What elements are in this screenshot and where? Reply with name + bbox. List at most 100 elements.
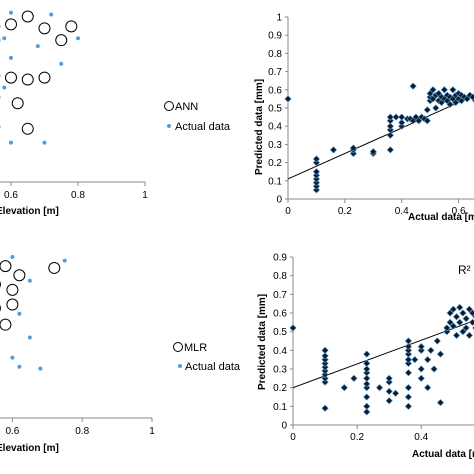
mlr-regression-point [321, 404, 329, 412]
mlr-regression-x-ticks: 0 0.2 0.4 [290, 425, 429, 443]
mlr-regression-point [465, 305, 473, 313]
ann-regression-y-tick-label: 0.6 [268, 85, 282, 96]
mlr-regression-point [321, 352, 329, 360]
mlr-regression-point [363, 359, 371, 368]
mlr-regression-point [404, 356, 413, 364]
mlr-regression-point [436, 350, 445, 358]
ann-regression-y-label: Predicted data [mm] [254, 79, 265, 175]
mlr-regression-point [446, 318, 454, 326]
mlr-regression-point [321, 363, 329, 371]
panel-mlr-elevation: 0.40.60.81 Elevation [m] MLR Actual data [0, 254, 241, 454]
mlr-regression-point [449, 305, 457, 313]
ann-regression-x-tick-label: 0.4 [395, 206, 409, 217]
mlr-legend-marker [173, 342, 183, 352]
mlr-regression-y-tick-label: 0.6 [273, 309, 287, 320]
ann-elevation-model-point [38, 22, 51, 35]
ann-elevation-actual-point [35, 44, 40, 49]
panel-ann-regression: 0 0.1 0.2 0.3 0.4 0.5 0.6 0.7 0.8 0.9 1 0 0.2 0.4 0.6… [254, 13, 474, 223]
ann-elevation-actual-point [49, 12, 54, 17]
mlr-regression-point [363, 384, 371, 392]
mlr-regression-point [456, 303, 464, 312]
mlr-elevation-model-point [6, 283, 19, 296]
mlr-regression-point [321, 378, 329, 386]
ann-regression-y-ticks: 0 0.1 0.2 0.3 0.4 0.5 0.6 0.7 0.8 0.9 1 [268, 13, 288, 206]
mlr-regression-point [363, 380, 371, 388]
mlr-regression-point [459, 309, 467, 317]
mlr-regression-point [385, 387, 393, 396]
mlr-regression-y-tick-label: 0.7 [273, 290, 287, 301]
mlr-elevation-x-tick-label: 0.6 [5, 426, 19, 437]
mlr-regression-point [404, 384, 413, 392]
ann-elevation-x-tick-label: 1 [142, 190, 148, 201]
mlr-regression-point [417, 342, 425, 351]
mlr-actual-data-legend-label: Actual data [185, 361, 241, 373]
panel-mlr-regression: 00.10.20.30.40.50.60.70.80.9 0 0.2 0.4 R² … [257, 253, 474, 460]
mlr-regression-point [385, 374, 393, 382]
mlr-elevation-x-tick-label: 1 [149, 426, 155, 437]
mlr-regression-y-tick-label: 0.8 [273, 271, 287, 282]
ann-regression-y-tick-label: 0.3 [268, 140, 282, 151]
mlr-regression-point [424, 384, 432, 392]
mlr-regression-point [456, 318, 464, 326]
mlr-elevation-actual-point [10, 355, 15, 360]
ann-elevation-x-tick-label: 0.6 [4, 190, 18, 201]
ann-regression-y-tick-label: 0.8 [268, 49, 282, 60]
mlr-elevation-x-ticks: 0.40.60.81 [5, 418, 155, 437]
mlr-regression-point [443, 328, 451, 336]
ann-elevation-x-tick-label: 0.8 [71, 190, 85, 201]
mlr-regression-point [391, 389, 400, 397]
ann-elevation-actual-point [2, 85, 7, 90]
ann-elevation-actual-point [76, 36, 80, 41]
ann-regression-point [284, 95, 292, 103]
mlr-regression-point [404, 350, 413, 358]
mlr-elevation-model-point [48, 261, 61, 274]
mlr-regression-point [468, 318, 474, 326]
mlr-regression-y-tick-label: 0.2 [273, 383, 287, 394]
panel-ann-elevation: 0.40.60.81 Elevation [m] ANN Actual data [0, 10, 231, 217]
ann-regression-point [312, 168, 321, 176]
ann-regression-point [386, 131, 394, 139]
ann-regression-point [312, 171, 321, 179]
ann-regression-point [423, 106, 431, 114]
mlr-regression-point [321, 367, 329, 375]
ann-elevation-model-point [11, 97, 24, 110]
mlr-elevation-x-label: Elevation [m] [0, 443, 59, 454]
ann-regression-point [386, 126, 394, 134]
mlr-regression-y-tick-label: 0.1 [273, 402, 287, 413]
mlr-regression-y-tick-label: 0.5 [273, 327, 287, 338]
ann-elevation-model-point [21, 122, 34, 135]
ann-regression-trendline [287, 95, 474, 180]
ann-elevation-actual-point [2, 36, 7, 41]
mlr-regression-point [417, 365, 425, 373]
mlr-regression-point [449, 322, 457, 330]
mlr-regression-point [385, 378, 393, 386]
mlr-regression-point [363, 393, 371, 401]
ann-elevation-model-point [55, 34, 68, 47]
mlr-regression-y-tick-label: 0.3 [273, 365, 287, 376]
mlr-regression-point [321, 359, 329, 368]
mlr-elevation-actual-point [62, 258, 67, 263]
mlr-elevation-model-point [0, 318, 12, 331]
mlr-regression-trendline [292, 320, 474, 389]
mlr-regression-point [321, 346, 329, 354]
mlr-elevation-actual-point [17, 364, 22, 369]
mlr-regression-point [459, 328, 467, 336]
mlr-regression-point [427, 346, 435, 354]
ann-legend-marker [164, 101, 174, 111]
ann-regression-point [312, 182, 321, 190]
ann-elevation-actual-point [9, 10, 13, 15]
mlr-regression-y-tick-label: 0.9 [273, 253, 287, 264]
ann-elevation-model-point [5, 71, 17, 84]
mlr-regression-point [411, 356, 419, 364]
mlr-regression-point [452, 331, 461, 340]
mlr-regression-point [363, 408, 371, 416]
ann-elevation-model-point [21, 73, 34, 86]
ann-regression-y-tick-label: 0.7 [268, 67, 282, 78]
ann-regression-point [392, 113, 400, 121]
ann-regression-point [386, 113, 394, 121]
ann-elevation-model-point [65, 20, 78, 33]
mlr-regression-points [289, 303, 474, 416]
mlr-regression-point [363, 369, 371, 377]
ann-regression-point [440, 86, 448, 94]
